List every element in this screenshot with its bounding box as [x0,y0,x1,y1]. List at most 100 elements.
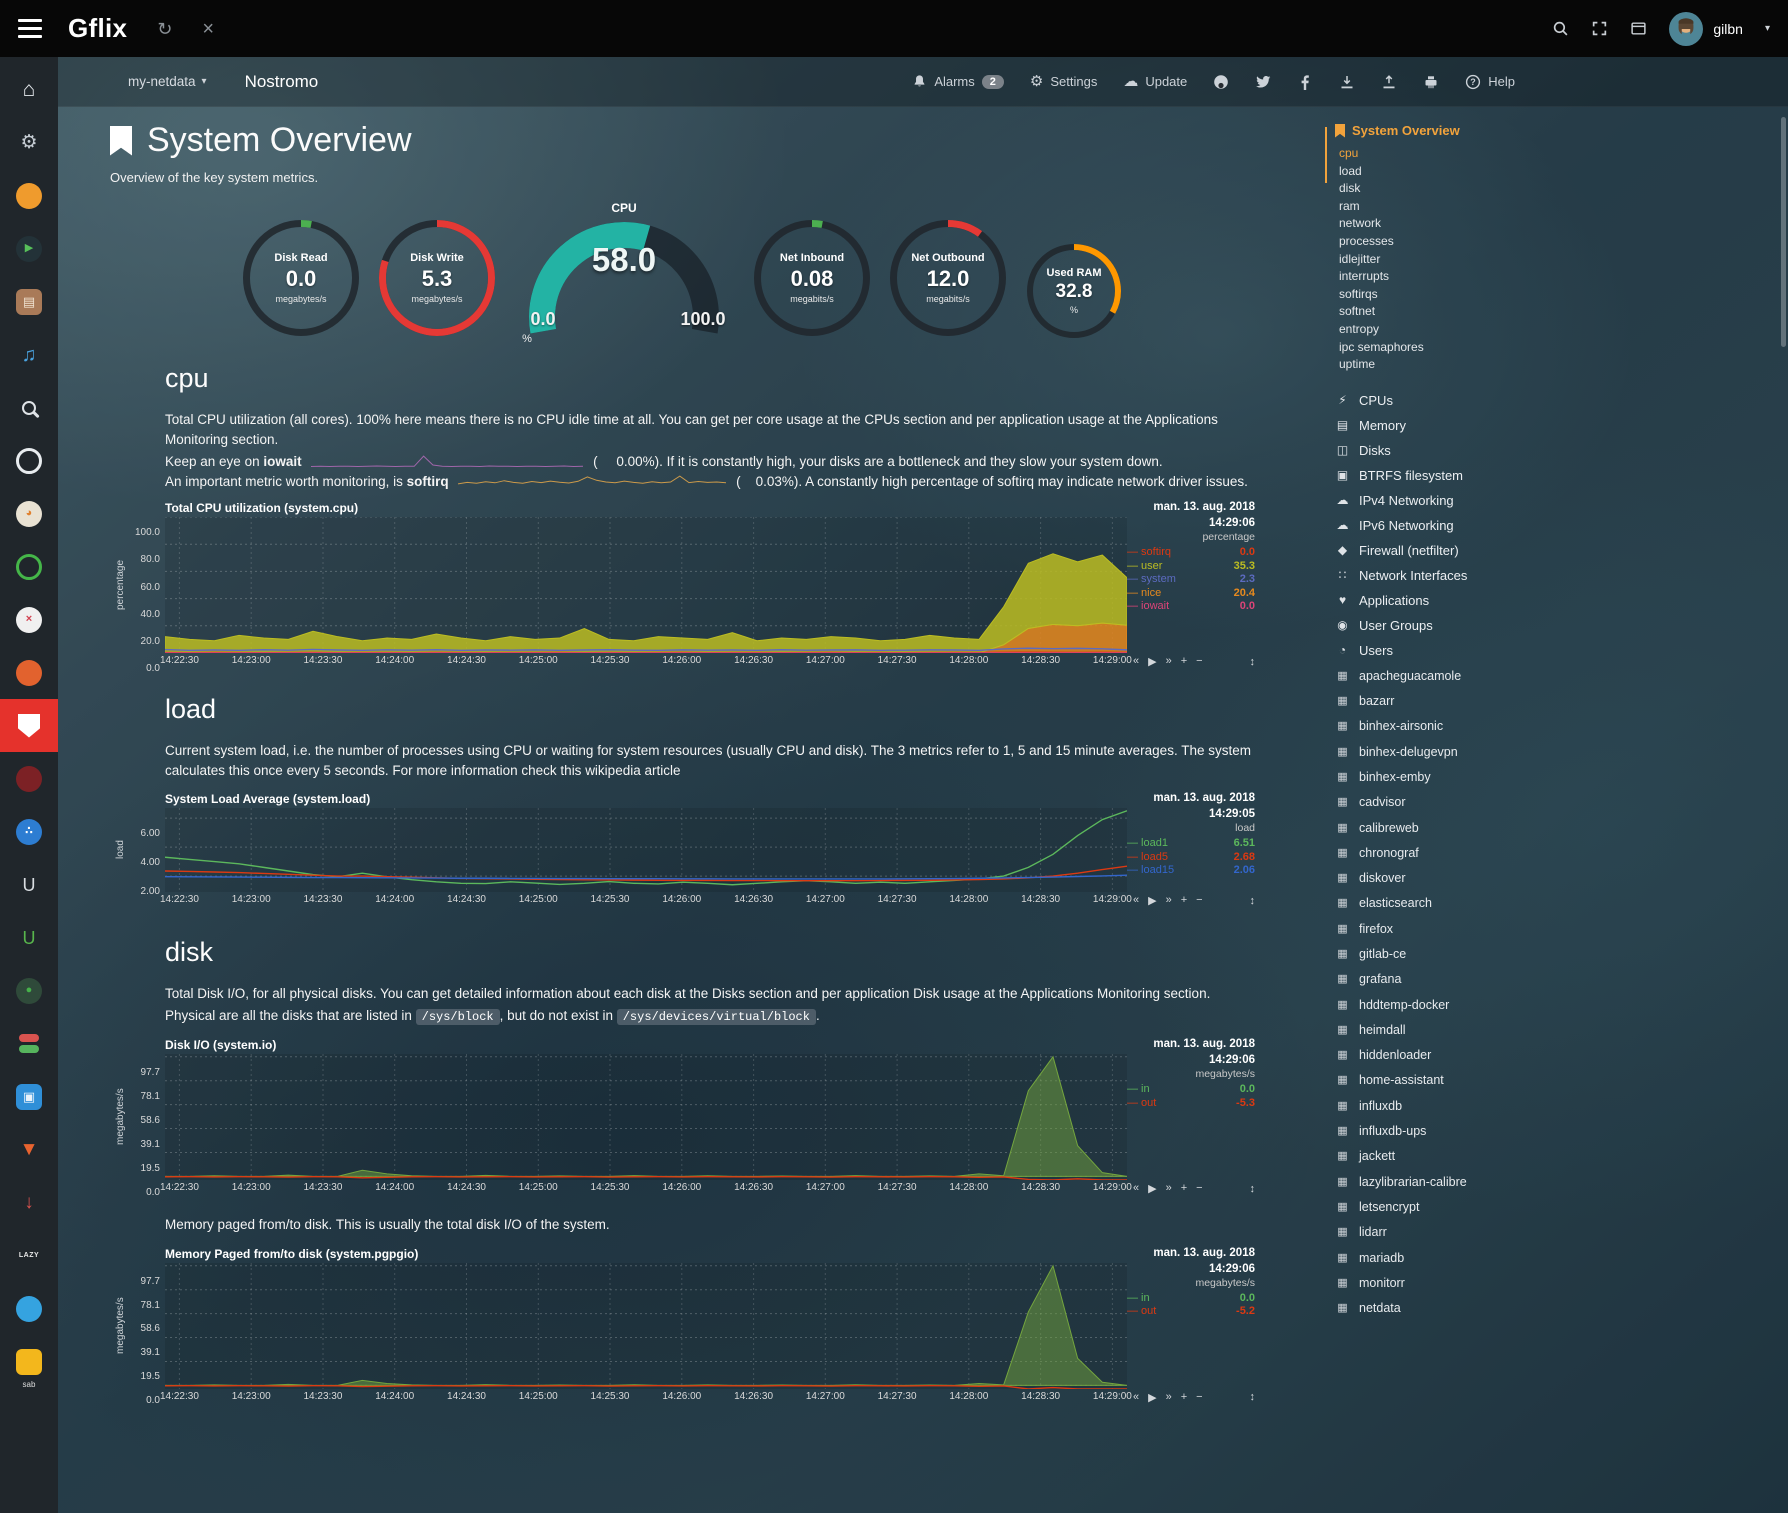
settings-icon[interactable]: ⚙ [20,132,38,153]
submenu-load[interactable]: load [1339,163,1362,178]
chart-plot-area[interactable] [164,516,1128,654]
submenu-uptime[interactable]: uptime [1339,357,1376,372]
chart-zoom-out-button[interactable]: − [1196,1182,1203,1195]
menu-app-firefox[interactable]: ▦ firefox [1335,917,1585,942]
menu-app-chronograf[interactable]: ▦ chronograf [1335,841,1585,866]
menu-network-interfaces[interactable]: ∷ Network Interfaces [1335,563,1585,588]
submenu-network[interactable]: network [1339,216,1382,231]
print-button[interactable] [1423,74,1439,90]
menu-cpus[interactable]: ⚡ CPUs [1335,388,1585,413]
menu-app-letsencrypt[interactable]: ▦ letsencrypt [1335,1195,1585,1220]
server-dropdown[interactable]: my-netdata ▾ [128,74,207,89]
chart-zoom-in-button[interactable]: + [1180,655,1188,668]
menu-app-lazylibrarian-calibre[interactable]: ▦ lazylibrarian-calibre [1335,1170,1585,1195]
menu-btrfs-filesystem[interactable]: ▣ BTRFS filesystem [1335,463,1585,488]
gauge-used-ram[interactable]: Used RAM 32.8% [1026,243,1122,339]
import-button[interactable] [1381,74,1397,90]
legend-in[interactable]: — in 0.0 [1127,1083,1255,1096]
submenu-ipc-semaphores[interactable]: ipc semaphores [1339,339,1424,354]
submenu-idlejitter[interactable]: idlejitter [1339,251,1381,266]
menu-ipv6-networking[interactable]: ☁ IPv6 Networking [1335,513,1585,538]
menu-app-hiddenloader[interactable]: ▦ hiddenloader [1335,1043,1585,1068]
chart-play-button[interactable]: ▶ [1148,1391,1157,1404]
twitter-button[interactable] [1255,74,1271,90]
chart-play-button[interactable]: ▶ [1148,895,1157,908]
chart-zoom-in-button[interactable]: + [1180,1182,1188,1195]
sidebar-app-netdata[interactable] [0,699,58,752]
gauge-disk-write[interactable]: Disk Write 5.3 megabytes/s [378,219,496,337]
menu-app-influxdb[interactable]: ▦ influxdb [1335,1094,1585,1119]
chart-plot-area[interactable] [164,808,1128,893]
menu-memory[interactable]: ▤ Memory [1335,413,1585,438]
chart-plot-area[interactable] [164,1054,1128,1181]
gauge-net-inbound[interactable]: Net Inbound 0.08 megabits/s [753,219,871,337]
chart-zoom-in-button[interactable]: + [1180,1390,1188,1403]
sidebar-app-12[interactable]: ∴ [0,805,58,858]
search-icon[interactable] [1552,20,1569,37]
gauge-cpu[interactable]: CPU 58.0 0.0 100.0% [522,201,726,345]
chart-resize-handle[interactable]: ↕ [1249,894,1256,907]
scrollbar[interactable] [1781,117,1786,347]
chart-zoom-in-button[interactable]: + [1180,894,1188,907]
sidebar-app-8[interactable] [0,540,58,593]
menu-app-lidarr[interactable]: ▦ lidarr [1335,1220,1585,1245]
chart-play-button[interactable]: ▶ [1148,656,1157,669]
menu-app-grafana[interactable]: ▦ grafana [1335,967,1585,992]
menu-app-binhex-airsonic[interactable]: ▦ binhex-airsonic [1335,714,1585,739]
user-avatar[interactable] [1669,11,1704,46]
user-menu-caret-icon[interactable]: ▾ [1764,23,1770,34]
chart-resize-handle[interactable]: ↕ [1249,655,1256,668]
submenu-processes[interactable]: processes [1339,233,1394,248]
sidebar-app-11[interactable] [0,752,58,805]
legend-load1[interactable]: — load1 6.51 [1127,837,1255,850]
legend-out[interactable]: — out -5.2 [1127,1305,1255,1318]
chart-pan-forward-button[interactable]: » [1165,655,1172,668]
refresh-icon[interactable]: ↻ [157,18,173,39]
update-button[interactable]: ☁ Update [1123,74,1187,89]
menu-disks[interactable]: ◫ Disks [1335,438,1585,463]
help-button[interactable]: ? Help [1465,74,1515,90]
legend-out[interactable]: — out -5.3 [1127,1096,1255,1109]
menu-user-groups[interactable]: ◉ User Groups [1335,613,1585,638]
menu-app-jackett[interactable]: ▦ jackett [1335,1144,1585,1169]
chart-pan-forward-button[interactable]: » [1165,1182,1172,1195]
facebook-button[interactable] [1297,74,1313,90]
legend-load5[interactable]: — load5 2.68 [1127,850,1255,863]
sidebar-app-5[interactable] [0,381,58,434]
menu-app-diskover[interactable]: ▦ diskover [1335,866,1585,891]
menu-app-netdata[interactable]: ▦ netdata [1335,1296,1585,1321]
sidebar-app-15[interactable]: ● [0,964,58,1017]
menu-app-mariadb[interactable]: ▦ mariadb [1335,1246,1585,1271]
menu-app-bazarr[interactable]: ▦ bazarr [1335,689,1585,714]
sidebar-app-20[interactable]: LAZY [18,1252,40,1259]
alarms-button[interactable]: Alarms 2 [912,74,1004,89]
chart-zoom-out-button[interactable]: − [1196,894,1203,907]
menu-app-heimdall[interactable]: ▦ heimdall [1335,1018,1585,1043]
chart-pan-backward-button[interactable]: « [1133,1390,1140,1403]
home-icon[interactable]: ⌂ [22,78,36,101]
sidebar-app-21[interactable] [0,1282,58,1335]
menu-firewall-netfilter[interactable]: ◆ Firewall (netfilter) [1335,538,1585,563]
sidebar-app-10[interactable] [0,646,58,699]
gauge-net-outbound[interactable]: Net Outbound 12.0 megabits/s [889,219,1007,337]
submenu-softnet[interactable]: softnet [1339,304,1376,319]
menu-users[interactable]: ◔ Users [1335,638,1585,663]
sidebar-app-3[interactable]: ▤ [0,275,58,328]
chart-play-button[interactable]: ▶ [1148,1183,1157,1196]
submenu-ram[interactable]: ram [1339,198,1360,213]
menu-toggle-icon[interactable] [18,19,42,38]
menu-system-overview[interactable]: System Overview [1335,123,1585,138]
wikipedia-link[interactable]: wikipedia article [585,762,681,778]
sidebar-app-2[interactable]: ▶ [0,222,58,275]
legend-system[interactable]: — system 2.3 [1127,573,1255,586]
github-button[interactable] [1213,74,1229,90]
settings-button[interactable]: ⚙ Settings [1030,74,1097,89]
sidebar-app-14[interactable]: U [22,927,36,948]
menu-app-monitorr[interactable]: ▦ monitorr [1335,1271,1585,1296]
chart-zoom-out-button[interactable]: − [1196,1390,1203,1403]
gauge-disk-read[interactable]: Disk Read 0.0 megabytes/s [242,219,360,337]
legend-in[interactable]: — in 0.0 [1127,1291,1255,1304]
legend-iowait[interactable]: — iowait 0.0 [1127,600,1255,613]
submenu-softirqs[interactable]: softirqs [1339,286,1378,301]
tabs-icon[interactable] [1630,20,1647,37]
